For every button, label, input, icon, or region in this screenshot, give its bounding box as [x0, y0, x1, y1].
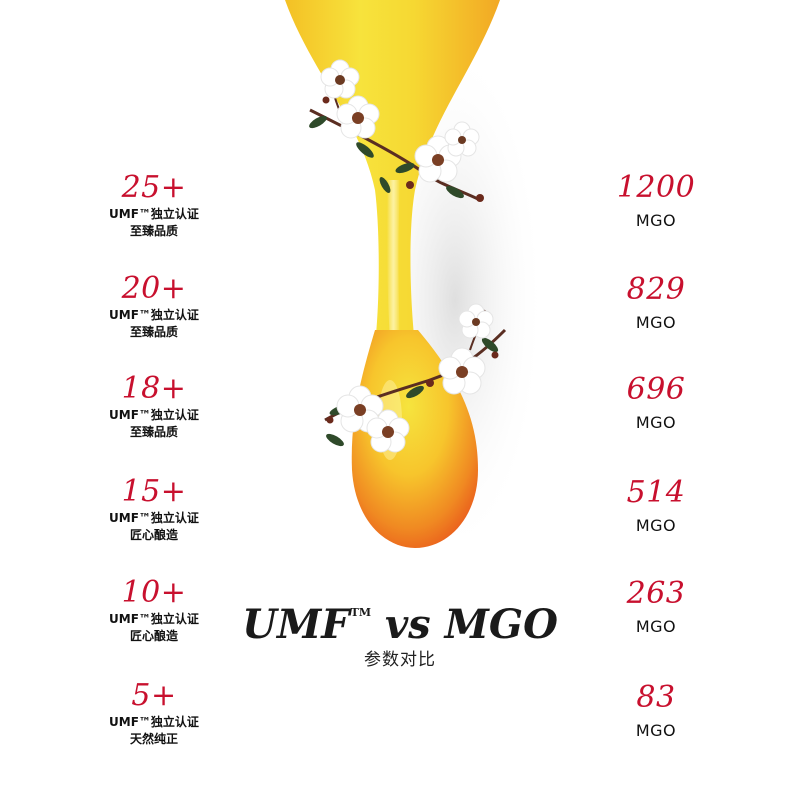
umf-grade-descriptor: 天然纯正	[129, 732, 178, 746]
umf-grade-label: UMF™独立认证	[109, 308, 199, 322]
mgo-value-entry: 829 MGO	[566, 272, 746, 334]
mgo-value-entry: 83 MGO	[566, 680, 746, 742]
mgo-value: 1200	[616, 170, 696, 205]
trademark-mark: TM	[350, 606, 372, 619]
umf-grade-descriptor: 至臻品质	[129, 425, 178, 439]
umf-grade-value: 10+	[121, 575, 187, 610]
mgo-value: 263	[626, 576, 686, 611]
umf-grade-value: 5+	[131, 678, 177, 713]
umf-grade-entry: 25+ UMF™独立认证 至臻品质	[64, 170, 244, 240]
umf-grade-value: 18+	[121, 371, 187, 406]
mgo-unit: MGO	[635, 211, 677, 230]
mgo-value-entry: 514 MGO	[566, 475, 746, 537]
mgo-unit: MGO	[635, 617, 677, 636]
mgo-value-entry: 1200 MGO	[566, 170, 746, 232]
mgo-value: 83	[636, 680, 676, 715]
umf-grade-descriptor: 至臻品质	[129, 224, 178, 238]
umf-grade-entry: 15+ UMF™独立认证 匠心酿造	[64, 474, 244, 544]
umf-grade-entry: 20+ UMF™独立认证 至臻品质	[64, 271, 244, 341]
honey-drip-icon	[285, 0, 545, 560]
umf-grade-label: UMF™独立认证	[109, 511, 199, 525]
mgo-unit: MGO	[635, 721, 677, 740]
umf-grade-entry: 5+ UMF™独立认证 天然纯正	[64, 678, 244, 748]
page-subtitle: 参数对比	[364, 650, 436, 670]
umf-grade-value: 20+	[121, 271, 187, 306]
umf-grade-descriptor: 匠心酿造	[129, 528, 178, 542]
umf-grade-label: UMF™独立认证	[109, 408, 199, 422]
manuka-flower-icon	[309, 59, 484, 202]
mgo-unit: MGO	[635, 516, 677, 535]
umf-grade-entry: 10+ UMF™独立认证 匠心酿造	[64, 575, 244, 645]
umf-grade-descriptor: 匠心酿造	[129, 629, 178, 643]
umf-grade-label: UMF™独立认证	[109, 612, 199, 626]
mgo-unit: MGO	[635, 313, 677, 332]
umf-grade-descriptor: 至臻品质	[129, 325, 178, 339]
mgo-value-entry: 263 MGO	[566, 576, 746, 638]
umf-grade-label: UMF™独立认证	[109, 715, 199, 729]
mgo-value: 829	[626, 272, 686, 307]
title-vs-mgo: vs MGO	[371, 601, 558, 648]
mgo-value-entry: 696 MGO	[566, 372, 746, 434]
umf-grade-value: 25+	[121, 170, 187, 205]
mgo-unit: MGO	[635, 413, 677, 432]
umf-grade-value: 15+	[121, 474, 187, 509]
umf-grade-label: UMF™独立认证	[109, 207, 199, 221]
umf-grade-entry: 18+ UMF™独立认证 至臻品质	[64, 371, 244, 441]
mgo-value: 696	[626, 372, 686, 407]
mgo-value: 514	[626, 475, 686, 510]
page-title: UMFTM vs MGO	[240, 588, 560, 650]
manuka-flower-icon	[324, 303, 507, 453]
title-umf: UMF	[242, 601, 350, 648]
